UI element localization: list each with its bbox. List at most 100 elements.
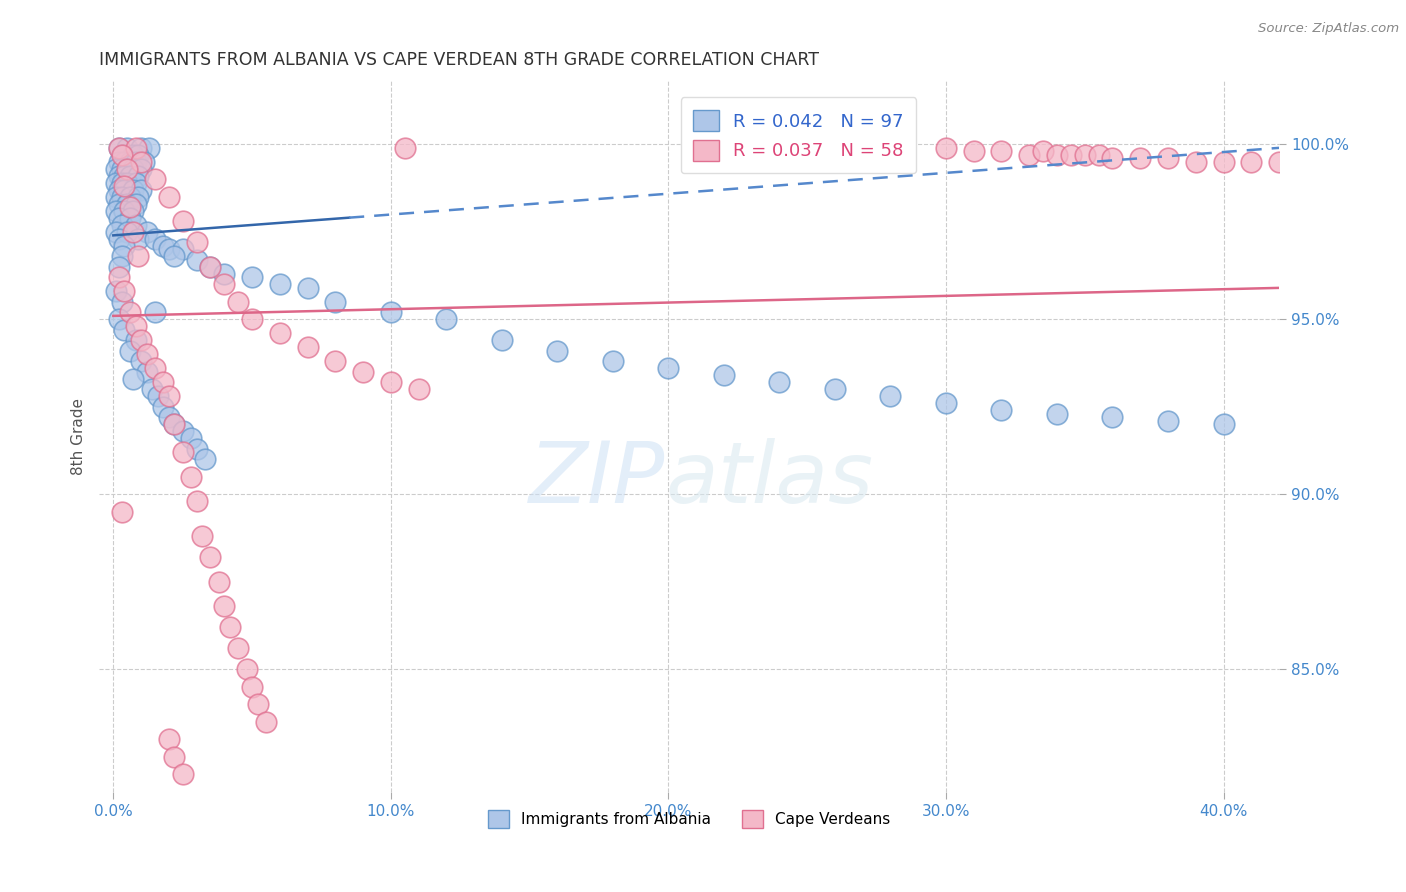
Point [127,190,149,204]
Point [200,550,222,565]
Point [143,232,166,246]
Point [214,599,236,614]
Point [1101,152,1123,166]
Point [105,285,128,299]
Point [129,141,152,155]
Point [186,442,208,456]
Point [112,285,135,299]
Point [127,169,149,183]
Point [121,183,143,197]
Point [135,225,157,239]
Point [108,260,131,274]
Point [146,389,169,403]
Point [1212,417,1234,432]
Point [112,239,135,253]
Point [105,203,128,218]
Point [121,225,143,239]
Point [186,252,208,267]
Point [325,354,347,368]
Point [1046,407,1069,421]
Point [118,305,141,319]
Point [127,249,149,263]
Point [157,190,180,204]
Point [118,211,141,225]
Point [254,714,277,729]
Point [269,326,291,341]
Point [115,161,138,176]
Point [1101,410,1123,425]
Point [121,203,143,218]
Point [127,232,149,246]
Point [200,260,222,274]
Point [143,305,166,319]
Point [115,176,138,190]
Point [935,396,957,410]
Point [112,169,135,183]
Point [713,368,735,383]
Point [214,267,236,281]
Point [115,197,138,211]
Point [108,197,131,211]
Legend: Immigrants from Albania, Cape Verdeans: Immigrants from Albania, Cape Verdeans [482,805,897,834]
Point [111,148,134,162]
Point [990,145,1012,159]
Point [546,343,568,358]
Point [879,389,901,403]
Point [208,574,231,589]
Point [118,343,141,358]
Point [157,389,180,403]
Text: Source: ZipAtlas.com: Source: ZipAtlas.com [1258,22,1399,36]
Point [325,294,347,309]
Point [1018,148,1040,162]
Point [135,347,157,361]
Point [824,383,846,397]
Point [214,277,236,292]
Point [191,529,214,543]
Point [129,354,152,368]
Point [246,698,269,712]
Point [111,161,134,176]
Point [226,294,249,309]
Point [108,154,131,169]
Point [143,172,166,186]
Point [124,154,146,169]
Text: ZIP: ZIP [530,438,665,521]
Point [111,176,134,190]
Point [124,334,146,348]
Point [172,243,194,257]
Point [112,179,135,194]
Point [111,505,134,519]
Point [118,169,141,183]
Point [240,312,263,326]
Point [163,417,186,432]
Point [108,141,131,155]
Point [129,161,152,176]
Point [111,249,134,263]
Point [1032,145,1054,159]
Point [1129,152,1152,166]
Point [1157,414,1180,428]
Point [1046,148,1069,162]
Point [132,154,155,169]
Point [105,225,128,239]
Point [129,154,152,169]
Point [111,218,134,232]
Point [121,161,143,176]
Point [235,662,257,676]
Point [121,148,143,162]
Point [124,176,146,190]
Point [1060,148,1083,162]
Point [657,361,679,376]
Point [129,183,152,197]
Point [269,277,291,292]
Point [152,400,174,414]
Text: atlas: atlas [665,438,873,521]
Point [180,431,202,445]
Point [1074,148,1097,162]
Point [602,354,624,368]
Point [108,232,131,246]
Point [157,732,180,747]
Point [108,183,131,197]
Point [963,145,986,159]
Point [111,148,134,162]
